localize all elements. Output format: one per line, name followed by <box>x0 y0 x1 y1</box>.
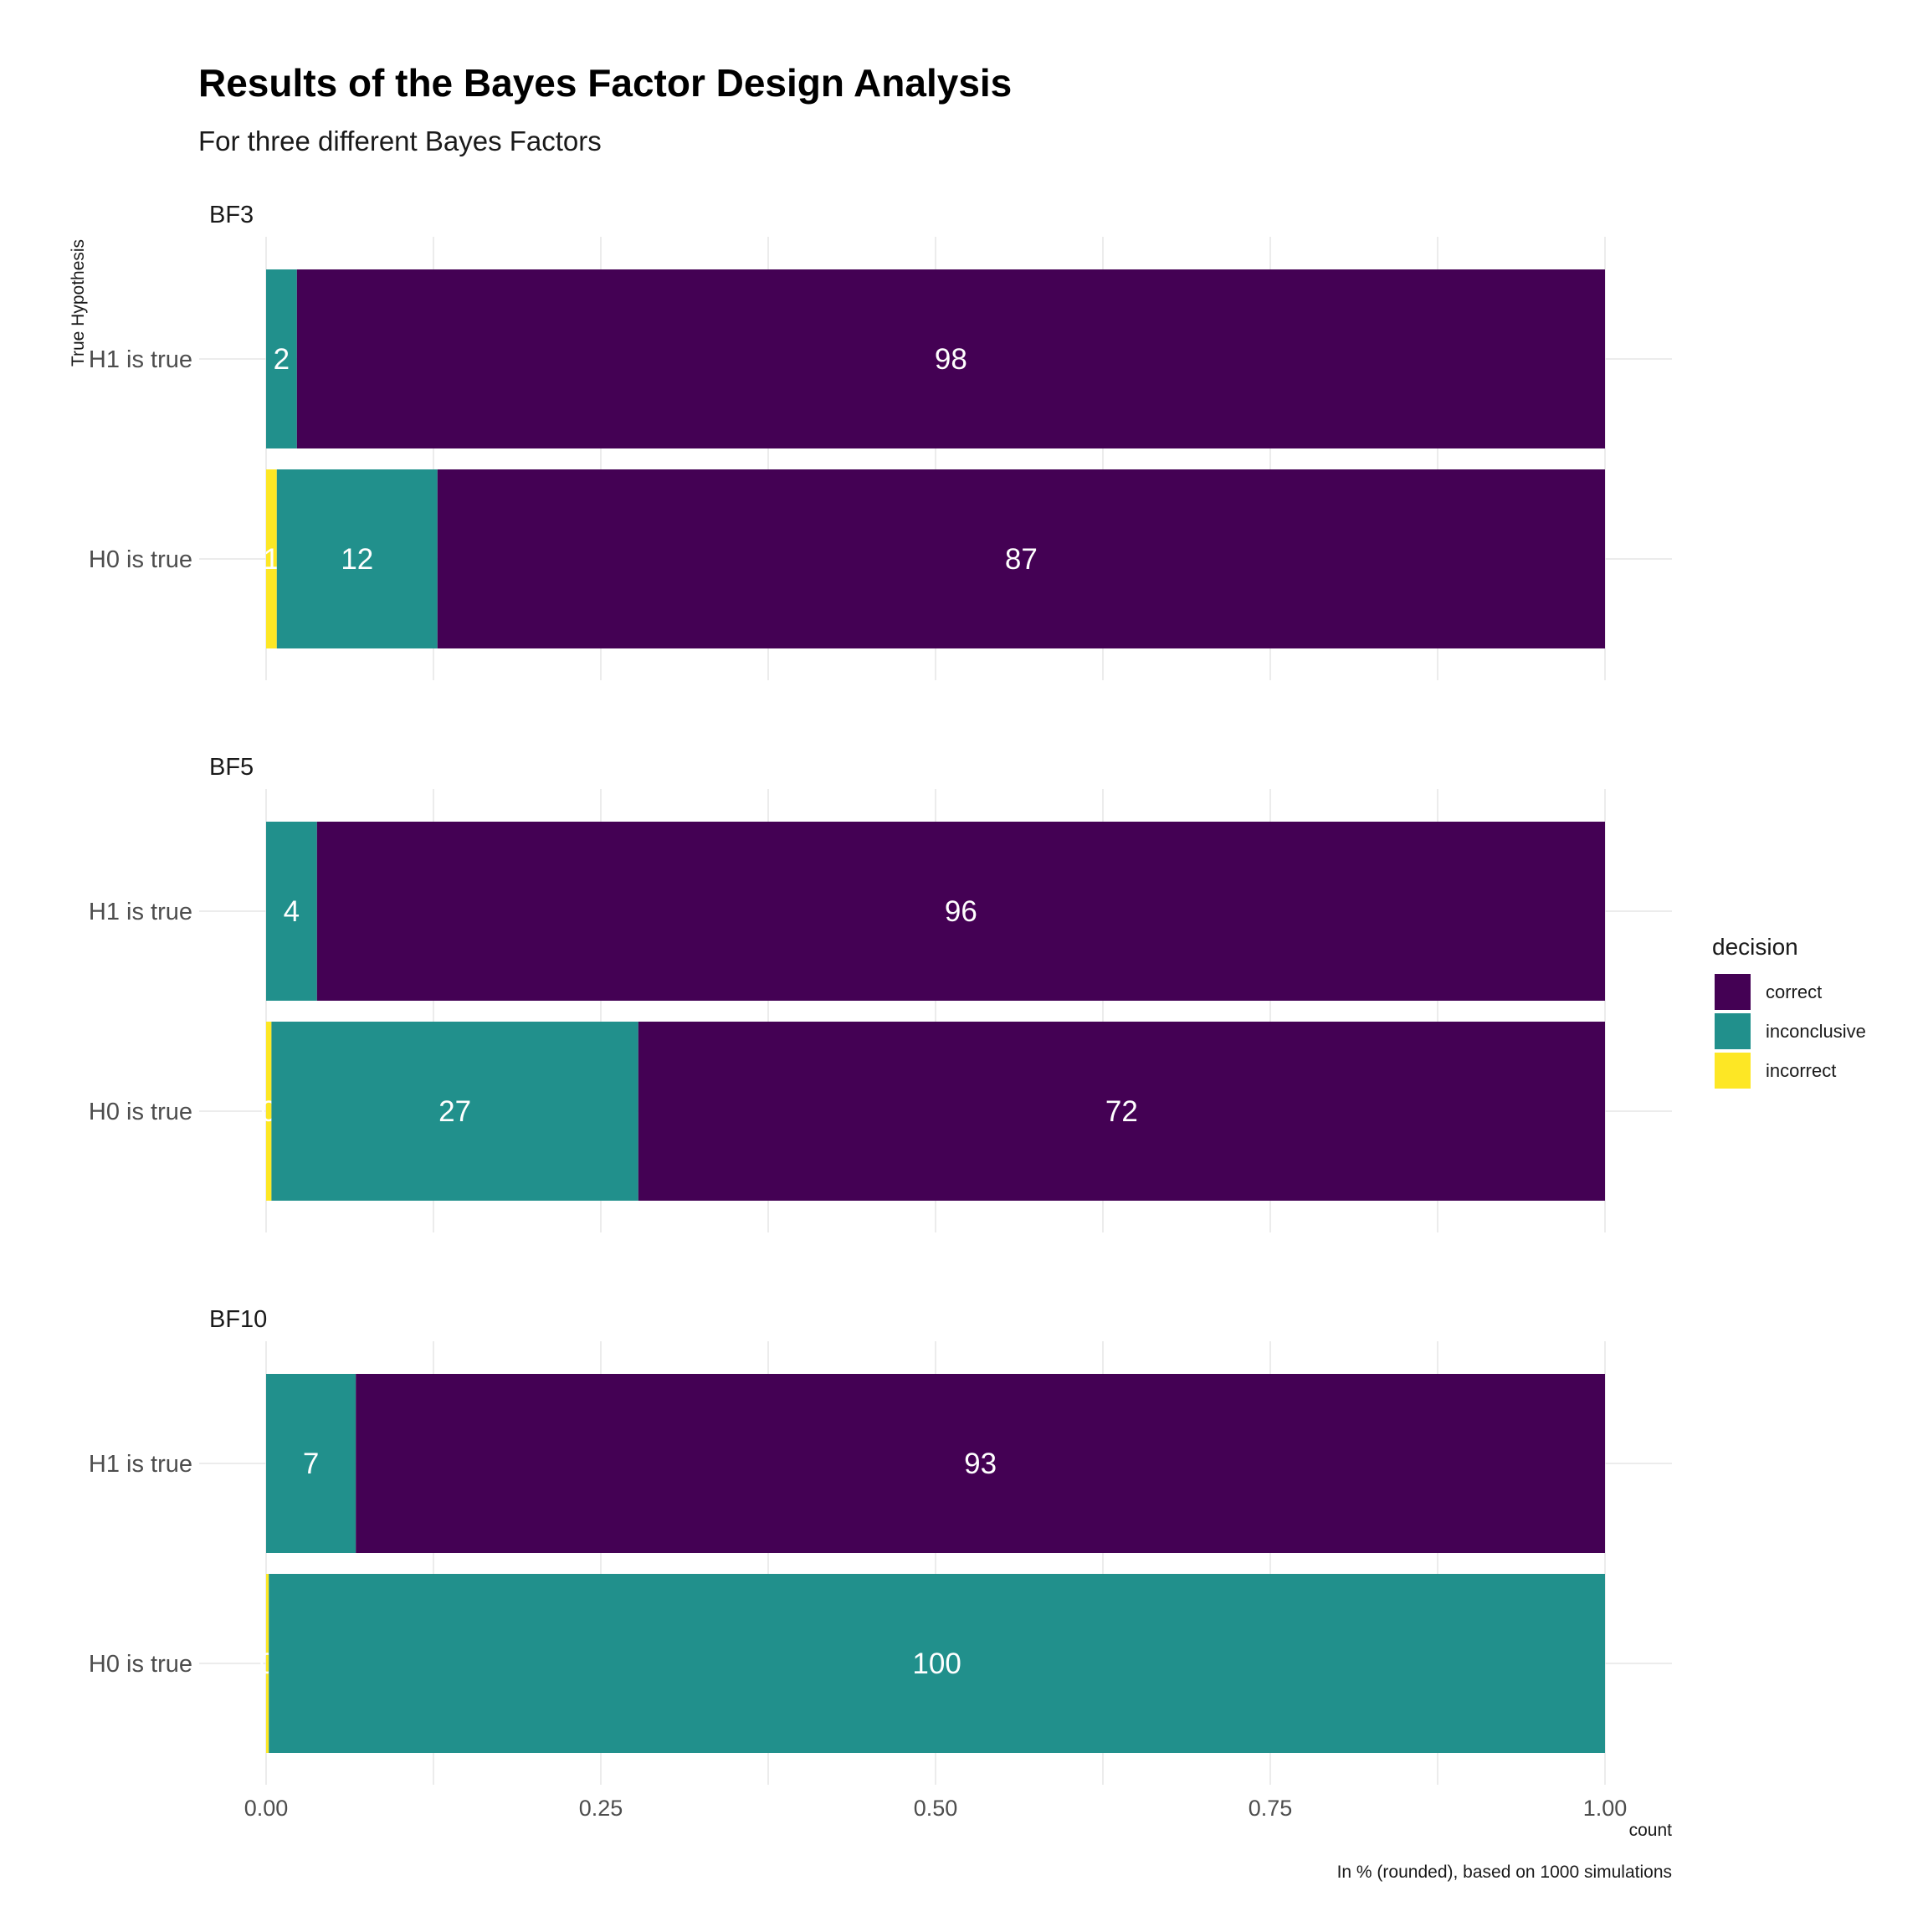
data-label: 100 <box>912 1648 961 1680</box>
data-label: 7 <box>303 1448 319 1480</box>
data-label: 27 <box>438 1095 471 1128</box>
legend-title: decision <box>1712 934 1798 960</box>
legend-key-inconclusive <box>1715 1013 1751 1049</box>
x-tick-label: 0.00 <box>244 1796 289 1821</box>
y-tick-label: H1 is true <box>89 346 192 373</box>
bar-bf3-inconclusive <box>276 469 438 648</box>
chart-title: Results of the Bayes Factor Design Analy… <box>198 61 1012 105</box>
data-label: 93 <box>964 1448 997 1480</box>
y-axis-title: True Hypothesis <box>69 239 88 366</box>
legend-label-inconclusive: inconclusive <box>1766 1021 1866 1042</box>
bar-bf5-correct <box>638 1022 1605 1201</box>
data-label: 96 <box>945 895 977 928</box>
bar-bf10-inconclusive <box>266 1374 356 1553</box>
panel-title-bf3: BF3 <box>209 202 254 228</box>
chart-caption: In % (rounded), based on 1000 simulation… <box>1337 1863 1672 1882</box>
data-label: 2 <box>274 343 290 376</box>
bar-bf3-inconclusive <box>266 269 297 448</box>
x-tick-label: 0.25 <box>579 1796 623 1821</box>
chart-subtitle: For three different Bayes Factors <box>198 126 602 156</box>
bar-bf5-incorrect <box>266 1022 272 1201</box>
panel-title-bf10: BF10 <box>209 1306 267 1333</box>
legend-label-incorrect: incorrect <box>1766 1060 1836 1081</box>
data-label: 12 <box>341 543 373 576</box>
bar-bf5-inconclusive <box>271 1022 638 1201</box>
data-label: 98 <box>935 343 967 376</box>
bar-bf10-inconclusive <box>269 1574 1606 1753</box>
y-tick-label: H0 is true <box>89 1651 192 1678</box>
legend-key-incorrect <box>1715 1053 1751 1089</box>
data-label: 87 <box>1005 543 1038 576</box>
bar-bf5-inconclusive <box>266 822 317 1001</box>
data-label: 72 <box>1105 1095 1138 1128</box>
bar-bf3-incorrect <box>266 469 277 648</box>
bar-bf5-correct <box>316 822 1605 1001</box>
data-label: 4 <box>284 895 300 928</box>
bar-bf10-correct <box>356 1374 1606 1553</box>
bar-bf3-correct <box>296 269 1605 448</box>
legend-label-correct: correct <box>1766 981 1822 1002</box>
y-tick-label: H1 is true <box>89 899 192 925</box>
y-tick-label: H0 is true <box>89 1099 192 1125</box>
x-tick-label: 1.00 <box>1583 1796 1628 1821</box>
x-axis-title: count <box>1629 1821 1673 1840</box>
y-tick-label: H0 is true <box>89 546 192 573</box>
x-tick-label: 0.50 <box>914 1796 958 1821</box>
legend: correct inconclusive incorrect <box>1715 974 1866 1089</box>
panel-title-bf5: BF5 <box>209 754 254 781</box>
data-label: 1 <box>264 543 279 576</box>
y-tick-label: H1 is true <box>89 1451 192 1478</box>
bar-bf10-incorrect <box>266 1574 269 1753</box>
bar-bf3-correct <box>437 469 1605 648</box>
legend-key-correct <box>1715 974 1751 1010</box>
x-tick-label: 0.75 <box>1249 1796 1293 1821</box>
